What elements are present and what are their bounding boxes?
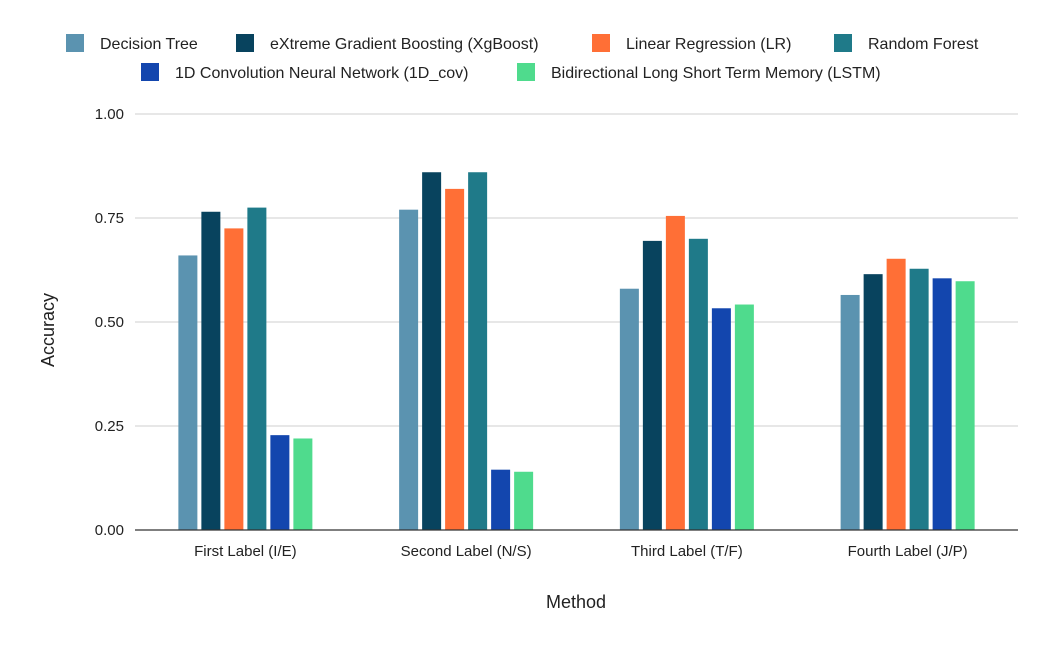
legend-label-xgboost: eXtreme Gradient Boosting (XgBoost) [270, 36, 539, 53]
bar-extreme-gradient-boosting-xgboost-fourth-label-j-p [863, 274, 883, 530]
bar-decision-tree-fourth-label-j-p [840, 294, 860, 530]
bars [178, 172, 975, 531]
x-tick-label: First Label (I/E) [194, 543, 297, 560]
x-axis-ticks: First Label (I/E) Second Label (N/S) Third… [194, 543, 968, 560]
bar-bidirectional-long-short-term-memory-lstm-third-label-t-f [734, 304, 754, 530]
legend-swatch-xgboost [236, 34, 254, 52]
x-axis-title: Method [546, 592, 606, 612]
y-tick-label: 0.00 [95, 522, 124, 539]
bar-extreme-gradient-boosting-xgboost-second-label-n-s [422, 172, 442, 531]
bar-decision-tree-third-label-t-f [619, 288, 639, 530]
legend-swatch-1d-cnn [141, 63, 159, 81]
y-tick-label: 1.00 [95, 106, 124, 123]
x-tick-label: Third Label (T/F) [631, 543, 743, 560]
x-tick-label: Fourth Label (J/P) [848, 543, 968, 560]
legend-swatch-decision-tree [66, 34, 84, 52]
y-tick-label: 0.25 [95, 418, 124, 435]
legend-swatch-random-forest [834, 34, 852, 52]
bar-random-forest-first-label-i-e [247, 207, 267, 530]
bar-bidirectional-long-short-term-memory-lstm-first-label-i-e [293, 438, 313, 530]
bar-decision-tree-first-label-i-e [178, 255, 198, 530]
x-tick-label: Second Label (N/S) [401, 543, 532, 560]
legend: Decision Tree eXtreme Gradient Boosting … [66, 34, 979, 82]
legend-item-decision-tree: Decision Tree [66, 34, 198, 53]
legend-label-decision-tree: Decision Tree [100, 36, 198, 53]
y-axis-ticks: 0.00 0.25 0.50 0.75 1.00 [95, 106, 124, 539]
legend-label-1d-cnn: 1D Convolution Neural Network (1D_cov) [175, 65, 468, 82]
legend-item-xgboost: eXtreme Gradient Boosting (XgBoost) [236, 34, 539, 53]
bar-random-forest-second-label-n-s [468, 172, 488, 531]
bar-linear-regression-lr-third-label-t-f [665, 215, 685, 531]
bar-1d-convolution-neural-network-1d-cov-first-label-i-e [270, 435, 290, 530]
legend-label-lstm: Bidirectional Long Short Term Memory (LS… [551, 65, 881, 82]
legend-item-linear-regression: Linear Regression (LR) [592, 34, 791, 53]
bar-decision-tree-second-label-n-s [399, 209, 419, 530]
legend-swatch-lstm [517, 63, 535, 81]
bar-random-forest-fourth-label-j-p [909, 268, 929, 530]
bar-bidirectional-long-short-term-memory-lstm-second-label-n-s [514, 471, 534, 530]
y-axis-title: Accuracy [38, 293, 58, 367]
bar-linear-regression-lr-second-label-n-s [445, 188, 465, 530]
y-tick-label: 0.50 [95, 314, 124, 331]
bar-1d-convolution-neural-network-1d-cov-second-label-n-s [491, 469, 511, 530]
bar-1d-convolution-neural-network-1d-cov-fourth-label-j-p [932, 278, 952, 530]
legend-swatch-linear-regression [592, 34, 610, 52]
bar-random-forest-third-label-t-f [688, 238, 708, 531]
legend-label-linear-regression: Linear Regression (LR) [626, 36, 791, 53]
legend-item-random-forest: Random Forest [834, 34, 979, 53]
legend-label-random-forest: Random Forest [868, 36, 979, 53]
bar-extreme-gradient-boosting-xgboost-first-label-i-e [201, 211, 221, 530]
legend-item-1d-cnn: 1D Convolution Neural Network (1D_cov) [141, 63, 468, 82]
legend-item-lstm: Bidirectional Long Short Term Memory (LS… [517, 63, 881, 82]
gridlines [135, 113, 1018, 427]
y-tick-label: 0.75 [95, 210, 124, 227]
bar-linear-regression-lr-fourth-label-j-p [886, 258, 906, 530]
bar-extreme-gradient-boosting-xgboost-third-label-t-f [642, 240, 662, 530]
bar-1d-convolution-neural-network-1d-cov-third-label-t-f [711, 308, 731, 530]
bar-linear-regression-lr-first-label-i-e [224, 228, 244, 530]
bar-bidirectional-long-short-term-memory-lstm-fourth-label-j-p [955, 281, 975, 530]
